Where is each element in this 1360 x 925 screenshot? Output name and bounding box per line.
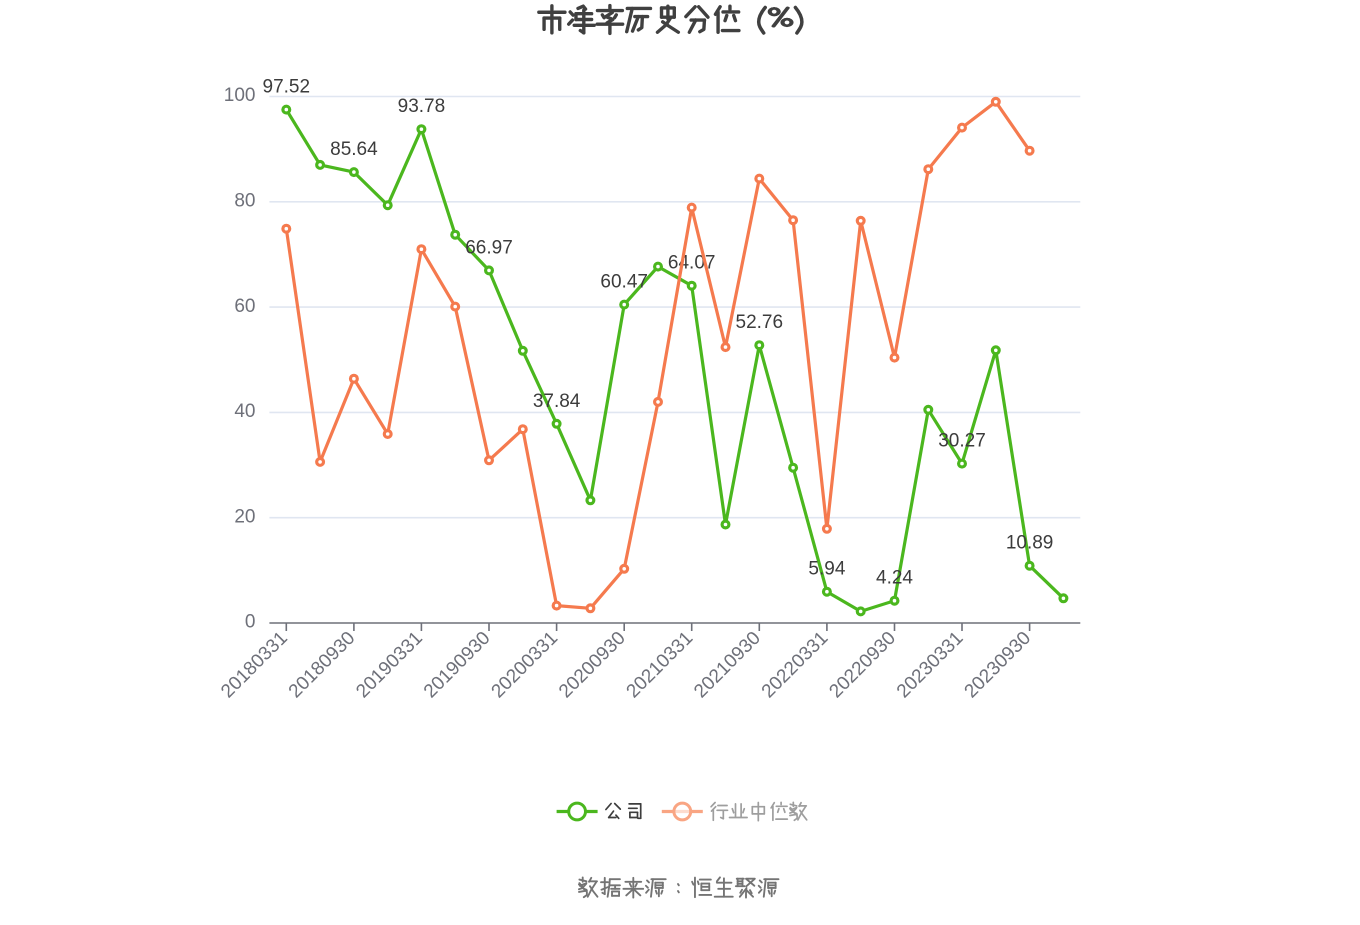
svg-text:93.78: 93.78 bbox=[398, 96, 446, 117]
svg-text:60.47: 60.47 bbox=[600, 272, 648, 293]
svg-text:4.24: 4.24 bbox=[876, 568, 913, 589]
svg-text:85.64: 85.64 bbox=[330, 139, 378, 160]
svg-text:100: 100 bbox=[224, 85, 256, 106]
svg-text:20: 20 bbox=[234, 506, 255, 527]
svg-text:40: 40 bbox=[234, 401, 255, 422]
svg-text:37.84: 37.84 bbox=[533, 391, 581, 412]
svg-text:30.27: 30.27 bbox=[938, 431, 986, 452]
svg-text:5.94: 5.94 bbox=[808, 559, 845, 580]
svg-text:60: 60 bbox=[234, 296, 255, 317]
svg-text:0: 0 bbox=[245, 612, 256, 633]
svg-text:97.52: 97.52 bbox=[263, 77, 311, 98]
svg-text:52.76: 52.76 bbox=[736, 312, 784, 333]
svg-text:80: 80 bbox=[234, 191, 255, 212]
svg-text:10.89: 10.89 bbox=[1006, 533, 1054, 554]
svg-text:66.97: 66.97 bbox=[465, 237, 513, 258]
